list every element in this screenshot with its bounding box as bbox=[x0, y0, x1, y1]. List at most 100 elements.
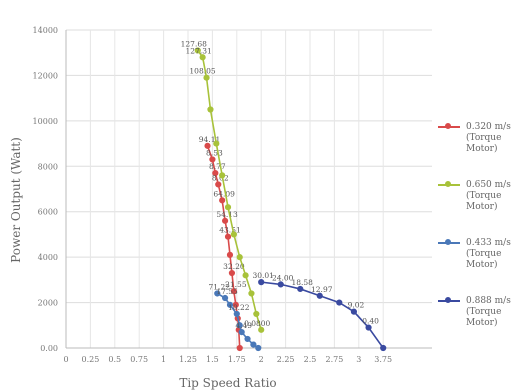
y-tick-label: 0.00 bbox=[40, 344, 58, 353]
x-tick-label: 0.25 bbox=[81, 355, 99, 364]
data-label: 24.00 bbox=[272, 273, 294, 282]
x-tick-label: 0.75 bbox=[130, 355, 148, 364]
data-point bbox=[258, 326, 265, 333]
y-tick-label: 10000 bbox=[33, 117, 58, 126]
x-tick-label: 2 bbox=[259, 355, 264, 364]
data-point bbox=[199, 54, 206, 61]
data-point bbox=[209, 156, 216, 163]
data-point bbox=[194, 47, 201, 54]
data-point bbox=[255, 344, 262, 352]
data-point bbox=[236, 344, 243, 352]
y-tick-label: 4000 bbox=[38, 253, 58, 262]
series-group: 94.11 8.53 8.77 8.02 64.09 54.13 43.51 32.20 21.… bbox=[181, 39, 387, 352]
data-point bbox=[219, 197, 226, 204]
axes bbox=[65, 30, 432, 349]
data-point bbox=[350, 308, 358, 315]
data-point bbox=[236, 322, 243, 329]
data-point bbox=[232, 301, 239, 308]
data-label: 12.97 bbox=[311, 285, 333, 294]
legend-label: 0.320 m/s (Torque Motor) bbox=[466, 122, 511, 154]
x-tick-label: 1.75 bbox=[228, 355, 246, 364]
data-point bbox=[380, 344, 387, 352]
data-label: 30.01 bbox=[252, 271, 273, 280]
data-label: 32.20 bbox=[223, 262, 245, 271]
data-point bbox=[258, 279, 265, 286]
data-point bbox=[230, 288, 237, 295]
legend-marker bbox=[445, 181, 451, 187]
data-point bbox=[212, 170, 219, 177]
x-axis-label: Tip Speed Ratio bbox=[179, 376, 276, 390]
legend-label: 0.650 m/s (Torque Motor) bbox=[466, 180, 511, 212]
data-label: 10.22 bbox=[228, 303, 250, 312]
series-line bbox=[261, 281, 384, 349]
data-point bbox=[277, 281, 284, 288]
data-label: 43.51 bbox=[219, 226, 240, 235]
data-label: 0.0800 bbox=[244, 319, 270, 328]
data-label: 17.55 bbox=[216, 287, 238, 296]
data-label: 8.77 bbox=[209, 162, 226, 171]
data-label: 108.05 bbox=[189, 67, 215, 76]
legend: 0.320 m/s (Torque Motor) 0.650 m/s (Torqu… bbox=[436, 122, 516, 354]
x-tick-label: 3.75 bbox=[374, 355, 392, 364]
y-tick-label: 14000 bbox=[33, 26, 58, 35]
data-label: 0.40 bbox=[362, 317, 379, 326]
x-tick-label: 0 bbox=[63, 355, 68, 364]
data-label: 54.13 bbox=[216, 210, 238, 219]
data-point bbox=[226, 301, 234, 308]
data-point bbox=[221, 217, 229, 224]
grid bbox=[65, 29, 432, 349]
series-1: 94.11 8.53 8.77 8.02 64.09 54.13 43.51 32.20 21.… bbox=[199, 135, 247, 352]
data-label: 8.02 bbox=[212, 173, 229, 182]
data-point bbox=[230, 231, 237, 238]
data-point bbox=[365, 324, 372, 331]
data-label: 21.55 bbox=[225, 280, 247, 289]
data-point bbox=[236, 254, 243, 261]
data-label: 127.68 bbox=[181, 39, 207, 48]
data-point bbox=[213, 140, 220, 147]
x-tick-labels: 0 0.25 0.5 0.75 1 1.25 1.5 1.75 2 2.25 2.5 2.75 3 3.7… bbox=[63, 355, 392, 364]
data-label: 4.49 bbox=[235, 321, 252, 330]
data-point bbox=[242, 272, 249, 279]
data-point bbox=[238, 329, 245, 336]
y-tick-label: 12000 bbox=[33, 71, 58, 80]
data-label: 18.58 bbox=[291, 278, 313, 287]
legend-label: 0.433 m/s (Torque Motor) bbox=[466, 238, 511, 270]
x-tick-label: 1.25 bbox=[179, 355, 197, 364]
data-point bbox=[297, 285, 304, 293]
legend-marker bbox=[445, 123, 451, 129]
data-label: 71.22 bbox=[209, 282, 231, 291]
legend-item: 0.320 m/s (Torque Motor) bbox=[436, 122, 516, 180]
data-label: 127.31 bbox=[186, 46, 212, 55]
data-point bbox=[214, 290, 221, 297]
data-point bbox=[233, 310, 240, 318]
y-tick-label: 6000 bbox=[38, 208, 58, 217]
data-point bbox=[221, 294, 229, 302]
data-point bbox=[248, 290, 255, 297]
data-point bbox=[228, 269, 236, 277]
y-axis-label: Power Output (Watt) bbox=[9, 137, 23, 263]
data-point bbox=[215, 181, 222, 188]
legend-item: 0.888 m/s (Torque Motor) bbox=[436, 296, 516, 354]
data-label: 9.02 bbox=[348, 301, 365, 310]
x-tick-label: 2.5 bbox=[304, 355, 317, 364]
legend-marker bbox=[445, 239, 451, 245]
data-point bbox=[219, 172, 226, 179]
y-tick-label: 8000 bbox=[38, 162, 58, 171]
x-tick-label: 1 bbox=[161, 355, 166, 364]
data-point bbox=[336, 299, 343, 306]
data-point bbox=[224, 204, 232, 211]
x-tick-label: 1.5 bbox=[206, 355, 219, 364]
data-point bbox=[244, 335, 251, 343]
data-point bbox=[316, 292, 323, 299]
legend-marker bbox=[445, 297, 451, 303]
data-point bbox=[250, 341, 257, 348]
x-tick-label: 2.75 bbox=[325, 355, 343, 364]
data-label: 8.53 bbox=[206, 148, 223, 157]
data-point bbox=[253, 310, 260, 318]
y-tick-label: 2000 bbox=[38, 299, 58, 308]
x-tick-label: 3 bbox=[356, 355, 361, 364]
